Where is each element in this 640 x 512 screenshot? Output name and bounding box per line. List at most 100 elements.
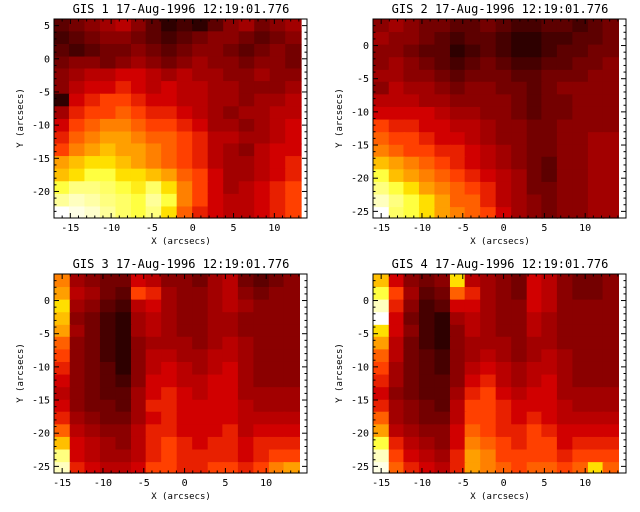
heatmap-cell	[587, 44, 605, 58]
heatmap-cell	[115, 56, 132, 70]
heatmap-cell	[268, 274, 286, 288]
heatmap-cell	[145, 336, 163, 350]
heatmap-cell	[176, 143, 194, 157]
heatmap-cell	[237, 349, 255, 363]
heatmap-cell	[207, 449, 225, 463]
heatmap-cell	[480, 144, 497, 158]
heatmap-cell	[526, 44, 544, 58]
heatmap-cell	[434, 274, 451, 288]
heatmap-cell	[253, 411, 270, 425]
heatmap-cell	[145, 374, 163, 388]
heatmap-cell	[403, 94, 420, 108]
heatmap-cell	[388, 194, 406, 208]
heatmap-cell	[115, 411, 132, 425]
heatmap-cell	[449, 399, 467, 413]
heatmap-cell	[223, 156, 240, 170]
heatmap-cell	[388, 361, 406, 376]
heatmap-cell	[176, 374, 194, 388]
axis-ticks: -15 -10 -5 0 5 10 -25 -20 -15 -10 -5 0	[351, 273, 627, 489]
y-tick-label: 0	[44, 54, 50, 65]
heatmap-cell	[464, 19, 482, 33]
heatmap-cell	[115, 349, 132, 363]
heatmap-cell	[403, 194, 420, 208]
heatmap-cell	[145, 168, 163, 182]
heatmap-cell	[511, 119, 528, 133]
heatmap-cell	[541, 19, 558, 33]
heatmap-cell	[602, 312, 619, 326]
heatmap-cell	[130, 56, 148, 70]
heatmap-cell	[192, 274, 209, 288]
heatmap-cell	[587, 336, 605, 350]
heatmap-cell	[511, 336, 528, 350]
heatmap-cell	[285, 93, 302, 107]
heatmap-cell	[602, 194, 619, 208]
x-axis-label: X (arcsecs)	[470, 492, 530, 502]
x-tick-label: 5	[222, 478, 228, 489]
heatmap-cell	[207, 19, 225, 32]
heatmap-cell	[161, 349, 178, 363]
heatmap-cell	[99, 424, 117, 438]
heatmap-cell	[161, 56, 178, 70]
heatmap-cell	[541, 436, 558, 450]
heatmap-cell	[130, 81, 148, 95]
heatmap-cell	[130, 118, 148, 132]
heatmap-cell	[587, 106, 605, 121]
heatmap-cell	[526, 462, 544, 474]
heatmap-cell	[388, 156, 406, 170]
heatmap-cell	[254, 193, 271, 207]
heatmap-cell	[68, 68, 86, 82]
heatmap-cell	[403, 462, 420, 474]
heatmap-cell	[130, 374, 148, 388]
heatmap-cell	[572, 44, 589, 58]
heatmap-cell	[388, 44, 406, 58]
heatmap-cell	[373, 169, 390, 183]
heatmap-cell	[373, 132, 390, 146]
heatmap-cell	[207, 287, 225, 301]
heatmap-cell	[115, 19, 132, 32]
heatmap-cell	[602, 287, 619, 301]
heatmap-cell	[511, 194, 528, 208]
heatmap-cell	[145, 274, 163, 288]
heatmap-cell	[480, 436, 497, 450]
heatmap-cell	[254, 31, 271, 45]
heatmap-cell	[54, 436, 71, 450]
heatmap-cell	[556, 19, 574, 33]
heatmap-cell	[449, 349, 467, 363]
heatmap-cell	[285, 156, 302, 170]
heatmap-cell	[556, 181, 574, 195]
heatmap-cell	[587, 94, 605, 108]
heatmap-cell	[54, 93, 70, 107]
heatmap-cell	[556, 436, 574, 450]
heatmap-cell	[268, 299, 286, 313]
heatmap-cell	[238, 193, 256, 207]
y-tick-label: 0	[363, 41, 369, 52]
heatmap-cell	[207, 411, 225, 425]
heatmap-cell	[526, 424, 544, 438]
heatmap-cell	[69, 336, 87, 350]
y-tick-label: -15	[32, 154, 50, 165]
heatmap-cell	[192, 312, 209, 326]
heatmap-cell	[283, 411, 300, 425]
heatmap-cell	[541, 324, 558, 338]
heatmap-cell	[269, 131, 287, 145]
heatmap-cell	[464, 299, 482, 313]
heatmap-cell	[556, 44, 574, 58]
heatmap-cell	[192, 56, 209, 70]
heatmap-cell	[572, 106, 589, 121]
heatmap-cell	[115, 387, 132, 401]
heatmap-cell	[464, 336, 482, 350]
heatmap-cell	[268, 324, 286, 338]
heatmap-cell	[403, 287, 420, 301]
heatmap-cell	[434, 387, 451, 401]
heatmap-cell	[587, 312, 605, 326]
heatmap-cell	[192, 43, 209, 57]
heatmap-cell	[161, 449, 178, 463]
heatmap-cell	[268, 424, 286, 438]
heatmap-cell	[480, 399, 497, 413]
heatmap-cell	[222, 361, 239, 376]
heatmap-cell	[480, 424, 497, 438]
heatmap-cell	[373, 449, 390, 463]
heatmap-cell	[418, 169, 436, 183]
heatmap-cell	[526, 287, 544, 301]
heatmap-cell	[449, 374, 467, 388]
